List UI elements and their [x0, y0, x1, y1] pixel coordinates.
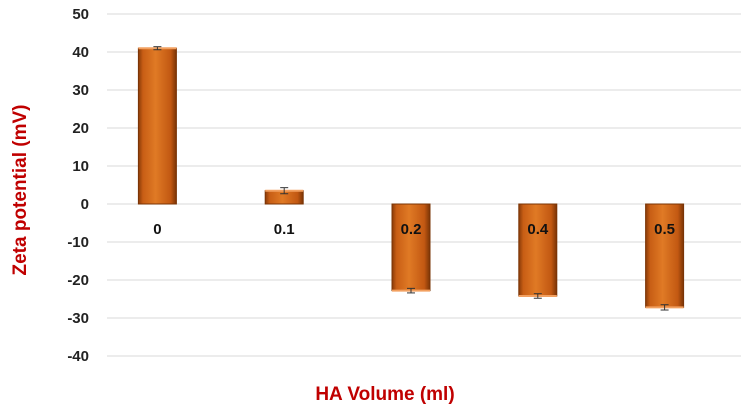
x-category-label: 0.5 [654, 221, 675, 238]
y-tick-label: 0 [81, 196, 89, 213]
x-category-label: 0.2 [401, 221, 422, 238]
y-tick-label: -30 [67, 310, 89, 327]
y-tick-label: 20 [72, 120, 89, 137]
category-labels: 0 0.1 0.2 0.4 0.5 [153, 221, 675, 238]
bar [518, 203, 558, 297]
y-tick-label: -20 [67, 272, 89, 289]
y-tick-label: 50 [72, 6, 89, 23]
bar [137, 47, 177, 205]
y-axis-ticks: 50 40 30 20 10 0 -10 -20 -30 -40 [67, 6, 89, 365]
x-category-label: 0.1 [274, 221, 295, 238]
bar [645, 203, 685, 308]
bars [137, 47, 685, 309]
x-axis-title: HA Volume (ml) [315, 384, 454, 405]
y-tick-label: 10 [72, 158, 89, 175]
y-axis-title: Zeta potential (mV) [10, 104, 31, 275]
x-category-label: 0.4 [527, 221, 549, 238]
y-tick-label: 30 [72, 82, 89, 99]
x-category-label: 0 [153, 221, 161, 238]
bar [391, 203, 431, 292]
y-tick-label: -40 [67, 348, 89, 365]
y-tick-label: 40 [72, 44, 89, 61]
error-bars [153, 46, 669, 311]
y-tick-label: -10 [67, 234, 89, 251]
